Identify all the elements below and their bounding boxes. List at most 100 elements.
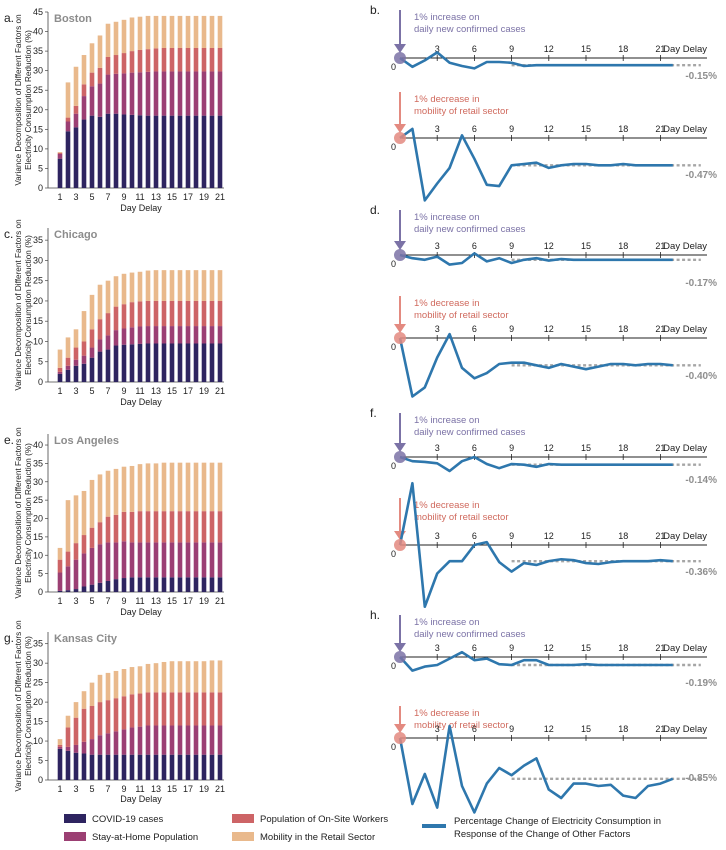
bar-segment <box>57 153 63 159</box>
axis-label-day-delay: Day Delay <box>663 724 707 735</box>
axis-label-day-delay: Day Delay <box>663 443 707 454</box>
bar-segment <box>153 326 159 344</box>
bar-segment <box>113 113 119 188</box>
x-tick-label: 19 <box>199 386 209 396</box>
origin-label: 0 <box>391 742 396 752</box>
response-line <box>399 127 673 202</box>
y-tick-label: 40 <box>33 440 43 450</box>
shock-arrow-head <box>394 241 406 250</box>
bar-segment <box>161 270 167 301</box>
panel-letter: g. <box>4 631 14 645</box>
bar-segment <box>177 15 183 48</box>
bar-segment <box>137 115 143 188</box>
bar-segment <box>121 578 127 592</box>
bar-segment <box>81 691 87 709</box>
bar-segment <box>201 577 207 592</box>
x-tick-label: 18 <box>618 724 628 734</box>
bar-segment <box>81 753 87 780</box>
bar-segment <box>185 511 191 543</box>
x-tick-label: 1 <box>57 192 62 202</box>
shock-label-line2: daily new confirmed cases <box>414 24 526 35</box>
bar-segment <box>105 335 111 350</box>
y-tick-label: 35 <box>33 639 43 649</box>
bar-segment <box>209 754 215 780</box>
bar-segment <box>185 326 191 344</box>
bar-segment <box>65 551 71 567</box>
bar-segment <box>113 276 119 307</box>
bar-segment <box>169 725 175 755</box>
x-tick-label: 3 <box>435 241 440 251</box>
y-tick-label: 35 <box>33 235 43 245</box>
shock-label-line2: mobility of retail sector <box>414 512 509 523</box>
x-tick-label: 18 <box>618 531 628 541</box>
x-tick-label: 9 <box>121 784 126 794</box>
bar-segment <box>73 559 79 590</box>
x-tick-label: 9 <box>121 596 126 606</box>
y-tick-label: 10 <box>33 550 43 560</box>
x-tick-label: 12 <box>544 124 554 134</box>
bar-segment <box>217 725 223 755</box>
final-value-label: -0.40% <box>685 371 717 382</box>
bar-segment <box>121 541 127 579</box>
bar-segment <box>113 579 119 592</box>
bar-segment <box>185 754 191 780</box>
bar-segment <box>129 51 135 73</box>
bar-segment <box>209 692 215 726</box>
shock-label-line2: mobility of retail sector <box>414 720 509 731</box>
bar-segment <box>193 725 199 755</box>
chart-title: Kansas City <box>54 633 118 645</box>
shock-label-line2: daily new confirmed cases <box>414 427 526 438</box>
bar-segment <box>89 72 95 87</box>
bar-segment <box>129 344 135 382</box>
shock-origin-marker <box>394 651 406 663</box>
bar-segment <box>57 744 63 747</box>
bar-segment <box>209 71 215 116</box>
x-tick-label: 21 <box>655 324 665 334</box>
legend-swatch <box>232 814 254 823</box>
bar-segment <box>89 115 95 188</box>
bar-segment <box>161 326 167 344</box>
x-tick-label: 6 <box>472 124 477 134</box>
x-tick-label: 5 <box>89 386 94 396</box>
bar-segment <box>81 490 87 536</box>
bar-segment <box>105 470 111 517</box>
x-tick-label: 6 <box>472 324 477 334</box>
bar-segment <box>161 725 167 755</box>
y-tick-label: 20 <box>33 105 43 115</box>
bar-segment <box>169 511 175 543</box>
shock-arrow-head <box>394 44 406 53</box>
bar-segment <box>169 661 175 693</box>
bar-segment <box>153 542 159 578</box>
bar-segment <box>57 152 63 154</box>
bar-segment <box>65 369 71 382</box>
bar-segment <box>201 326 207 344</box>
bar-segment <box>161 511 167 543</box>
bar-segment <box>217 511 223 543</box>
bar-segment <box>217 47 223 72</box>
y-tick-label: 35 <box>33 46 43 56</box>
bar-segment <box>113 731 119 755</box>
y-tick-label: 10 <box>33 736 43 746</box>
bar-chart-c: c. Variance Decomposition of Different Fa… <box>4 219 225 407</box>
y-tick-label: 35 <box>33 458 43 468</box>
y-tick-label: 25 <box>33 495 43 505</box>
bar-segment <box>169 326 175 344</box>
bar-segment <box>73 702 79 718</box>
bar-segment <box>65 727 71 747</box>
bar-segment <box>97 522 103 545</box>
origin-label: 0 <box>391 62 396 72</box>
y-tick-label: 20 <box>33 514 43 524</box>
bar-segment <box>105 754 111 780</box>
bar-segment <box>81 96 87 120</box>
shock-label-line2: mobility of retail sector <box>414 310 509 321</box>
bar-segment <box>121 511 127 542</box>
y-tick-label: 0 <box>38 775 43 785</box>
x-tick-label: 15 <box>581 643 591 653</box>
bar-segment <box>137 666 143 694</box>
bar-segment <box>105 56 111 75</box>
x-axis-label: Day Delay <box>120 607 162 617</box>
bar-segment <box>153 463 159 512</box>
y-tick-label: 15 <box>33 316 43 326</box>
